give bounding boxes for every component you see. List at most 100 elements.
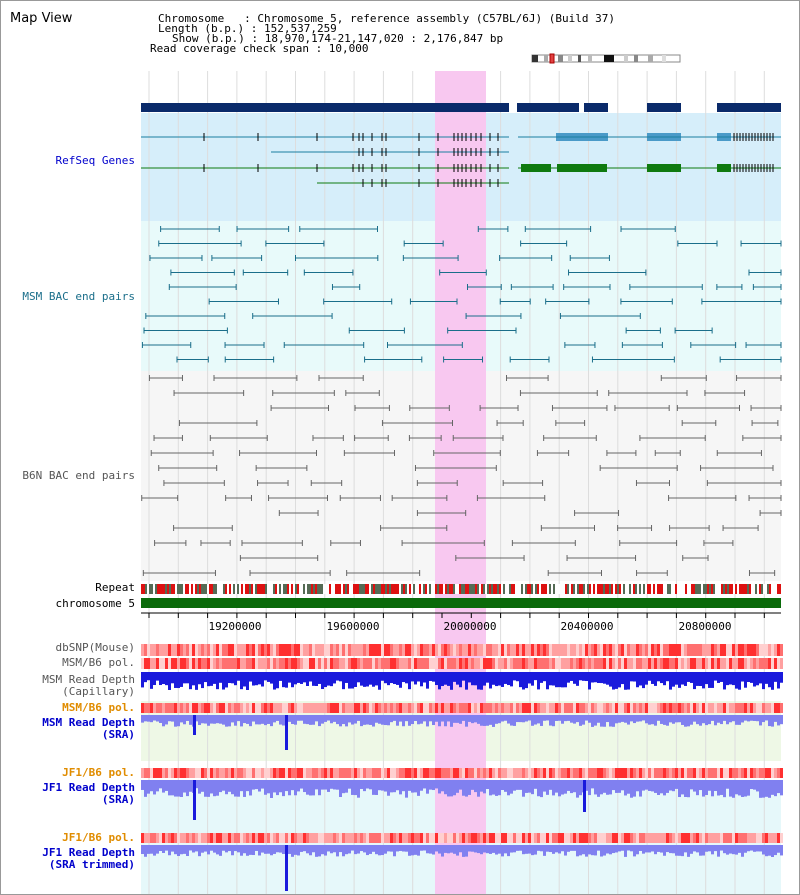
- polymorphism-cell: [144, 768, 147, 778]
- polymorphism-cell: [708, 703, 711, 713]
- polymorphism-cell: [267, 658, 270, 669]
- read-depth-bar: [438, 845, 441, 854]
- repeat-segment: [393, 584, 395, 594]
- polymorphism-cell: [426, 644, 429, 656]
- polymorphism-cell: [306, 644, 309, 656]
- polymorphism-cell: [633, 644, 636, 656]
- polymorphism-cell: [759, 768, 762, 778]
- track-label-jf1-b6-pol[interactable]: JF1/B6 pol.: [62, 766, 135, 779]
- polymorphism-cell: [678, 768, 681, 778]
- read-depth-bar: [273, 845, 276, 854]
- polymorphism-cell: [390, 768, 393, 778]
- polymorphism-cell: [645, 768, 648, 778]
- polymorphism-cell: [495, 833, 498, 843]
- polymorphism-cell: [294, 768, 297, 778]
- polymorphism-cell: [288, 768, 291, 778]
- track-label-msm-b6-pol-2[interactable]: MSM/B6 pol.: [62, 701, 135, 714]
- repeat-segment: [289, 584, 291, 594]
- read-depth-bar: [204, 780, 207, 797]
- read-depth-bar: [750, 672, 753, 683]
- repeat-segment: [727, 584, 729, 594]
- read-depth-bar: [324, 845, 327, 856]
- read-depth-bar: [171, 715, 174, 722]
- read-depth-bar: [645, 672, 648, 685]
- polymorphism-cell: [471, 644, 474, 656]
- polymorphism-cell: [507, 703, 510, 713]
- read-depth-bar: [219, 672, 222, 683]
- read-depth-bar: [690, 845, 693, 854]
- track-label-jf1-depth-sra[interactable]: JF1 Read Depth: [42, 781, 135, 794]
- repeat-segment: [597, 584, 599, 594]
- polymorphism-cell: [261, 768, 264, 778]
- read-depth-bar: [507, 672, 510, 686]
- chromosome-ideogram[interactable]: [530, 53, 684, 64]
- read-depth-bar: [630, 845, 633, 852]
- polymorphism-cell: [348, 644, 351, 656]
- polymorphism-cell: [408, 658, 411, 669]
- track-label-jf1-depth-trimmed[interactable]: JF1 Read Depth: [42, 846, 135, 859]
- polymorphism-cell: [216, 644, 219, 656]
- polymorphism-cell: [753, 658, 756, 669]
- read-depth-bar: [612, 672, 615, 690]
- polymorphism-cell: [543, 658, 546, 669]
- track-label-b6n-bac[interactable]: B6N BAC end pairs: [22, 469, 135, 482]
- track-label-jf1-b6-pol-2[interactable]: JF1/B6 pol.: [62, 831, 135, 844]
- polymorphism-cell: [432, 703, 435, 713]
- polymorphism-cell: [225, 644, 228, 656]
- read-depth-bar: [651, 780, 654, 792]
- read-depth-bar: [633, 845, 636, 857]
- repeat-segment: [639, 584, 641, 594]
- polymorphism-cell: [390, 658, 393, 669]
- track-label-msm-depth-capillary[interactable]: MSM Read Depth: [42, 673, 135, 686]
- polymorphism-cell: [237, 833, 240, 843]
- polymorphism-cell: [258, 703, 261, 713]
- read-depth-bar: [675, 780, 678, 789]
- track-label-dbsnp[interactable]: dbSNP(Mouse): [56, 641, 135, 654]
- polymorphism-cell: [651, 768, 654, 778]
- repeat-segment: [329, 584, 331, 594]
- repeat-segment: [177, 584, 179, 594]
- polymorphism-cell: [375, 658, 378, 669]
- read-depth-bar: [516, 845, 519, 851]
- polymorphism-cell: [354, 833, 357, 843]
- polymorphism-cell: [429, 768, 432, 778]
- read-depth-bar: [453, 715, 456, 723]
- polymorphism-cell: [381, 833, 384, 843]
- read-depth-bar: [270, 845, 273, 856]
- polymorphism-cell: [771, 658, 774, 669]
- track-label-refseq[interactable]: RefSeq Genes: [56, 154, 135, 167]
- track-label-msm-depth-sra[interactable]: MSM Read Depth: [42, 716, 135, 729]
- track-label-msm-bac[interactable]: MSM BAC end pairs: [22, 290, 135, 303]
- track-features: [141, 103, 783, 891]
- read-depth-bar: [489, 845, 492, 854]
- polymorphism-cell: [663, 703, 666, 713]
- polymorphism-cell: [723, 703, 726, 713]
- polymorphism-cell: [153, 703, 156, 713]
- polymorphism-cell: [159, 658, 162, 669]
- polymorphism-cell: [513, 833, 516, 843]
- polymorphism-cell: [249, 644, 252, 656]
- read-depth-bar: [555, 672, 558, 688]
- read-depth-bar: [717, 845, 720, 857]
- polymorphism-cell: [150, 644, 153, 656]
- polymorphism-cell: [600, 658, 603, 669]
- polymorphism-cell: [471, 703, 474, 713]
- polymorphism-cell: [705, 703, 708, 713]
- repeat-segment: [243, 584, 245, 594]
- read-depth-bar: [459, 780, 462, 790]
- polymorphism-cell: [780, 768, 783, 778]
- read-depth-bar: [288, 715, 291, 722]
- read-depth-bar: [183, 780, 186, 793]
- repeat-segment: [541, 584, 543, 594]
- read-depth-bar: [771, 845, 774, 857]
- read-depth-bar: [693, 672, 696, 690]
- read-depth-bar: [300, 672, 303, 684]
- polymorphism-cell: [234, 833, 237, 843]
- track-label-msm-b6-pol[interactable]: MSM/B6 pol.: [62, 656, 135, 669]
- polymorphism-cell: [603, 833, 606, 843]
- read-depth-bar: [549, 672, 552, 686]
- read-depth-bar: [711, 672, 714, 688]
- polymorphism-cell: [381, 703, 384, 713]
- read-depth-bar: [417, 715, 420, 725]
